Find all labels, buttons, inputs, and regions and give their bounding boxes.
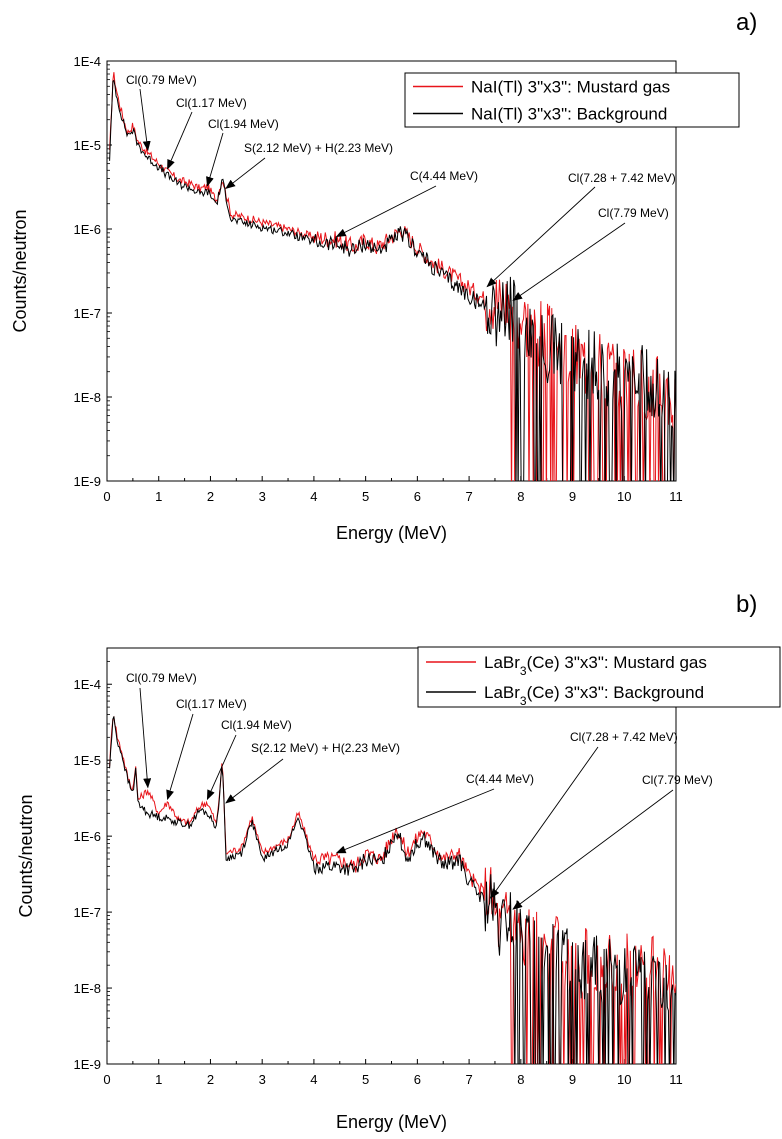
legend-entry: NaI(Tl) 3"x3": Mustard gas [471,78,670,97]
chart-panel-b: 0 1 2 3 4 5 6 7 8 9 10 11 1E-9 1E-8 1E-7 1E-6 1E-5 1E-4 En… [16,591,781,1132]
annotation-arrow [225,157,266,190]
x-tick-label: 9 [569,1072,576,1087]
annotation-arrow [512,222,626,301]
annotation-label: Cl(1.94 MeV) [208,117,279,131]
x-tick-label: 3 [259,1072,266,1087]
annotation-arrow [139,88,151,152]
annotation-arrow [206,132,224,187]
annotation-label: S(2.12 MeV) + H(2.23 MeV) [251,741,400,755]
panel-label: b) [736,591,757,618]
annotation-label: Cl(0.79 MeV) [126,671,197,685]
series-line [109,79,676,481]
x-axis-label: Energy (MeV) [336,523,447,543]
annotation-label: Cl(7.28 + 7.42 MeV) [570,730,678,744]
annotation-label: C(4.44 MeV) [466,772,534,786]
legend-box [417,646,781,708]
panel-label: a) [736,9,757,36]
y-tick-label: 1E-9 [74,1057,101,1072]
y-tick-label: 1E-5 [74,138,101,153]
annotation-arrow [225,758,284,804]
x-tick-label: 6 [414,489,421,504]
annotation-arrow [167,111,193,170]
x-tick-label: 4 [310,489,317,504]
annotation-label: Cl(1.17 MeV) [176,697,247,711]
x-tick-label: 7 [465,489,472,504]
legend-entry: LaBr3(Ce) 3"x3": Background [484,683,704,708]
annotation-arrow [486,186,596,288]
annotation-arrow [490,746,599,899]
x-tick-label: 5 [362,489,369,504]
x-axis-label: Energy (MeV) [336,1112,447,1132]
chart-panel-a: 0 1 2 3 4 5 6 7 8 9 10 11 1E-9 1E-8 1E-7 1E-6 1E-5 1E-4 En… [10,9,757,543]
annotation-label: Cl(7.28 + 7.42 MeV) [568,171,676,185]
x-tick-label: 1 [155,1072,162,1087]
y-tick-label: 1E-4 [74,54,101,69]
annotation-label: S(2.12 MeV) + H(2.23 MeV) [244,141,393,155]
annotation-label: C(4.44 MeV) [410,169,478,183]
x-tick-label: 10 [617,1072,631,1087]
legend-box [404,72,740,128]
y-tick-label: 1E-7 [74,905,101,920]
x-tick-label: 2 [207,489,214,504]
series-line [109,716,676,1064]
legend-entry: NaI(Tl) 3"x3": Background [471,105,667,124]
y-tick-label: 1E-9 [74,474,101,489]
series-line [109,715,676,1064]
y-tick-label: 1E-6 [74,829,101,844]
x-tick-label: 9 [569,489,576,504]
legend-entry: LaBr3(Ce) 3"x3": Mustard gas [484,653,707,678]
y-axis-label: Counts/neutron [10,209,30,332]
annotation-arrow [166,713,194,801]
legend: NaI(Tl) 3"x3": Mustard gas NaI(Tl) 3"x3":… [404,72,740,128]
annotation-arrow [335,788,495,854]
y-tick-label: 1E-6 [74,222,101,237]
x-tick-label: 3 [259,489,266,504]
y-tick-label: 1E-4 [74,677,101,692]
annotation-arrow [335,185,437,237]
x-tick-label: 7 [465,1072,472,1087]
x-tick-label: 10 [617,489,631,504]
y-tick-label: 1E-8 [74,981,101,996]
x-tick-label: 11 [669,489,683,504]
annotation-label: Cl(0.79 MeV) [126,73,197,87]
annotation-label: Cl(7.79 MeV) [642,773,713,787]
series-line [109,72,676,481]
x-tick-label: 0 [103,1072,110,1087]
annotation-arrow [512,789,674,910]
x-tick-label: 5 [362,1072,369,1087]
legend: LaBr3(Ce) 3"x3": Mustard gas LaBr3(Ce) 3"… [417,646,781,708]
annotation-arrow [206,734,237,801]
y-axis-label: Counts/neutron [16,794,36,917]
y-tick-label: 1E-8 [74,390,101,405]
y-tick-label: 1E-7 [74,306,101,321]
x-tick-label: 8 [517,489,524,504]
x-tick-label: 0 [103,489,110,504]
x-tick-label: 1 [155,489,162,504]
annotation-label: Cl(7.79 MeV) [598,206,669,220]
x-tick-label: 8 [517,1072,524,1087]
y-tick-label: 1E-5 [74,753,101,768]
annotation-label: Cl(1.17 MeV) [176,96,247,110]
x-tick-label: 11 [669,1072,683,1087]
annotation-arrow [139,687,152,789]
x-tick-label: 6 [414,1072,421,1087]
x-tick-label: 4 [310,1072,317,1087]
x-tick-label: 2 [207,1072,214,1087]
annotation-label: Cl(1.94 MeV) [221,718,292,732]
